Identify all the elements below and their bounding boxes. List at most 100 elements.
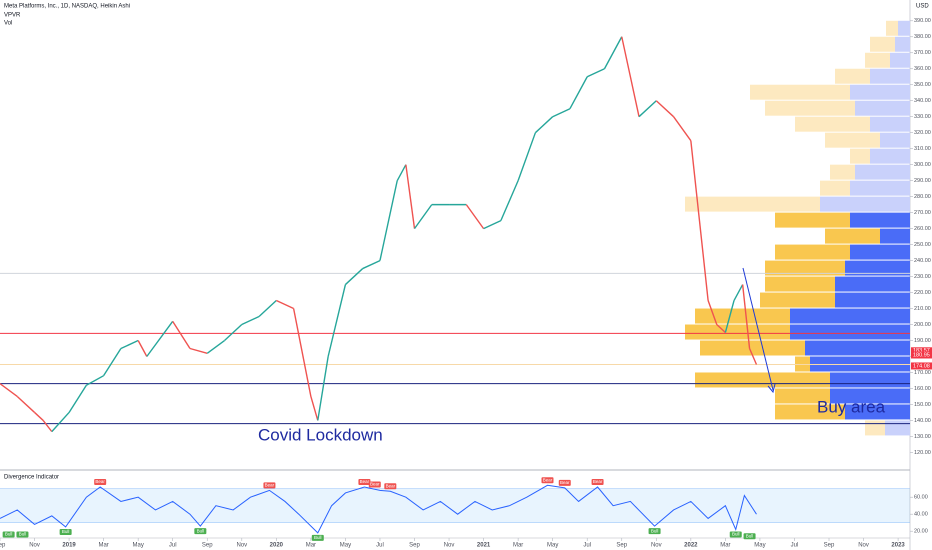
price-segment [483,219,502,230]
price-segment [655,100,675,118]
x-tick-label: 2023 [891,543,905,549]
y-tick-label: 360.00 [914,66,931,72]
profile-down [865,420,885,436]
x-tick-label: Jul [376,543,384,549]
signal [743,533,756,540]
y-tick-label: 210.00 [914,306,931,312]
chart-title: Meta Platforms, Inc., 1D, NASDAQ, Heikin… [4,4,130,10]
profile-down [825,132,880,148]
y-tick-label: 300.00 [914,162,931,168]
y-tick-label: 330.00 [914,114,931,120]
y-tick-label: 40.00 [914,512,928,518]
trend-arrow [742,267,774,391]
indicator-line [0,484,757,534]
profile-up [850,84,910,100]
signal-label: Bull [62,529,70,534]
price-segment [137,340,148,357]
x-tick-label: Sep [616,543,627,549]
profile-up [835,276,910,292]
profile-up [890,52,910,68]
price-tag-label: 183.57 [913,348,930,354]
x-tick-label: Sep [409,543,420,549]
y-tick-label: 340.00 [914,98,931,104]
profile-down [835,68,870,84]
y-tick-label: 240.00 [914,258,931,264]
profile-up [820,196,910,212]
price-segment [120,339,139,350]
price-segment [327,284,347,357]
profile-up [850,244,910,260]
x-tick-label: Nov [29,543,40,549]
signal [263,482,276,489]
x-tick-label: May [340,543,351,549]
price-segment [465,204,485,230]
signal [311,534,324,541]
profile-up [845,260,910,276]
price-segment [276,299,294,310]
signal-label: Bear [386,483,396,488]
profile-up [855,164,910,180]
price-segment [603,36,623,70]
price-segment [724,300,735,333]
signal [384,483,397,490]
profile-down [775,388,830,404]
profile-up [790,308,910,324]
profile-up [870,116,910,132]
profile-up [898,20,910,36]
indicator-title: Divergence Indicator [4,475,59,481]
profile-up [880,132,910,148]
signal [16,531,29,538]
price-tag [911,362,932,370]
subtitle: Vol [4,21,12,27]
arrow-head [767,383,776,394]
price-segment [103,348,122,377]
profile-up [880,228,910,244]
profile-down [820,180,850,196]
y-tick-label: 380.00 [914,34,931,40]
signal-label: Bull [314,535,322,540]
signal [94,479,107,485]
price-segment [673,116,692,142]
x-tick-label: Sep [202,543,213,549]
profile-up [850,212,910,228]
profile-down [886,20,898,36]
profile-down [760,292,835,308]
profile-up [850,180,910,196]
y-tick-label: 220.00 [914,290,931,296]
profile-down [695,372,830,388]
y-tick-label: 200.00 [914,322,931,328]
y-tick-label: 270.00 [914,210,931,216]
y-tick-label: 170.00 [914,370,931,376]
x-tick-label: May [547,543,558,549]
signal [648,528,661,535]
profile-down [685,196,820,212]
signal-label: Bull [651,528,659,533]
profile-down [830,164,855,180]
profile-down [765,276,835,292]
price-segment [172,320,191,349]
price-tag-label: 174.08 [913,363,930,369]
signal [541,477,554,484]
profile-down [775,244,850,260]
profile-up [830,388,910,404]
x-tick-label: May [754,543,765,549]
y-tick-label: 190.00 [914,338,931,344]
price-segment [0,383,18,398]
y-tick-label: 120.00 [914,450,931,456]
subtitle: VPVR [4,13,21,19]
profile-up [835,292,910,308]
price-segment [292,308,312,397]
price-segment [379,180,398,261]
price-segment [690,140,709,301]
profile-up [855,100,910,116]
x-tick-label: 2021 [477,543,491,549]
price-segment [638,100,657,118]
profile-down [765,260,845,276]
y-tick-label: 280.00 [914,194,931,200]
x-tick-label: Mar [306,543,316,549]
x-tick-label: Sep [824,543,835,549]
price-segment [206,339,225,354]
y-tick-label: 150.00 [914,402,931,408]
signal-label: Bull [19,532,27,537]
y-tick-label: 290.00 [914,178,931,184]
